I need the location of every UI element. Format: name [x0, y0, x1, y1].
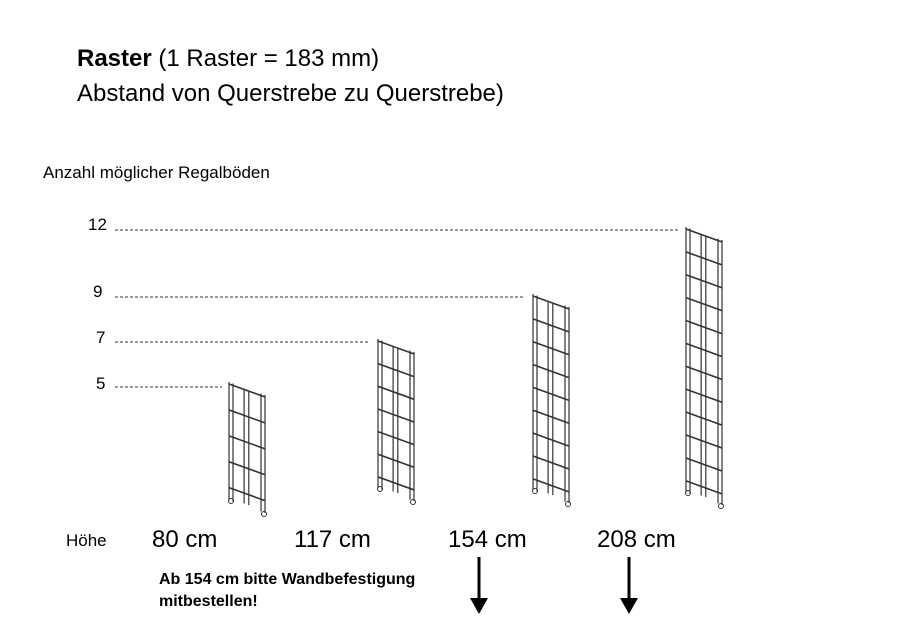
y-axis-label: Anzahl möglicher Regalböden [43, 163, 270, 182]
ladder-7-rung [377, 362, 415, 378]
ladder-7-rung [377, 476, 415, 491]
ladder-9-rung [532, 386, 570, 402]
arrow-down-icon [470, 598, 488, 614]
ladder-12-foot [685, 490, 691, 496]
ladder-7-rung [377, 340, 415, 355]
ladder-7-foot [410, 499, 416, 505]
level-label-12: 12 [88, 215, 107, 234]
ladder-12-rung [685, 342, 723, 358]
ladder-12-rung [685, 296, 723, 312]
ladder-12-foot [718, 503, 724, 509]
height-row-label: Höhe [66, 531, 107, 550]
level-label-7: 7 [96, 328, 106, 347]
ladder-7-foot [377, 486, 383, 492]
level-label-5: 5 [96, 374, 106, 393]
ladder-5-foot [261, 511, 267, 517]
ladder-12-rung [685, 411, 723, 426]
ladder-9-foot [565, 501, 571, 507]
wall-mount-note: Ab 154 cm bitte Wandbefestigung mitbestel… [159, 571, 416, 610]
ladder-12-rung [685, 319, 723, 335]
ladder-7-rung [377, 453, 415, 469]
ladder-7-rung [377, 408, 415, 423]
ladder-7-rung [377, 430, 415, 446]
ladder-5-rung [228, 383, 266, 398]
ladder-9-rung [532, 432, 570, 447]
ladder-9-foot [532, 488, 538, 494]
height-label-154: 154 cm [448, 526, 527, 553]
ladder-9-rung [532, 318, 570, 333]
ladder-7-rung [377, 385, 415, 401]
height-label-80: 80 cm [152, 526, 218, 553]
ladder-9-rung [532, 409, 570, 425]
ladder-12-rung [685, 434, 723, 449]
ladder-5-rung [228, 435, 266, 450]
ladder-5-rung [228, 486, 266, 502]
ladder-9-rung [532, 478, 570, 493]
ladder-12-rung [685, 365, 723, 381]
ladder-12-rung [685, 480, 723, 495]
ladder-5-foot [228, 498, 234, 504]
subtitle: Abstand von Querstrebe zu Querstrebe) [77, 80, 504, 107]
level-label-9: 9 [93, 282, 103, 301]
arrow-down-icon [620, 598, 638, 614]
ladder-12-rung [685, 388, 723, 404]
ladder-12-rung [685, 274, 723, 289]
ladder-5-rung [228, 409, 266, 424]
height-label-117: 117 cm [294, 526, 371, 553]
ladder-12-rung [685, 457, 723, 472]
ladder-9-rung [532, 340, 570, 356]
ladder-12-rung [685, 251, 723, 266]
ladder-9-rung [532, 363, 570, 379]
ladder-9-rung [532, 295, 570, 310]
title: Raster (1 Raster = 183 mm) [77, 45, 380, 72]
height-label-208: 208 cm [597, 526, 676, 553]
ladder-5-rung [228, 460, 266, 476]
ladder-9-rung [532, 455, 570, 470]
ladder-12-rung [685, 228, 723, 243]
